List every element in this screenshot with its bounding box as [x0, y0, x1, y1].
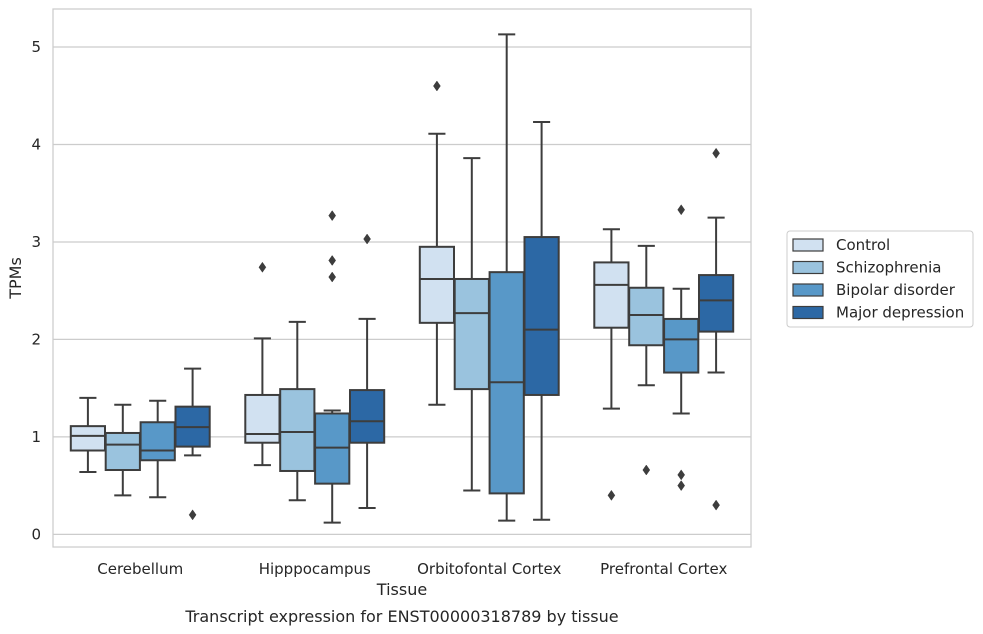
box-group	[174, 367, 211, 521]
box-iqr	[139, 421, 176, 462]
box-iqr	[453, 277, 490, 391]
x-tick-label: Prefrontal Cortex	[600, 560, 727, 578]
box-iqr	[628, 286, 665, 347]
y-tick-label: 4	[31, 135, 41, 153]
box-group	[523, 121, 560, 521]
x-axis-ticks: Cerebellum Hipppocampus Orbitofontal Corte…	[97, 560, 727, 578]
x-tick-label: Orbitofontal Cortex	[417, 560, 561, 578]
box-iqr	[663, 317, 700, 374]
box-iqr	[69, 425, 107, 452]
y-axis-ticks: 0 1 2 3 4 5	[31, 38, 41, 543]
box-group	[314, 210, 351, 524]
box-iqr	[593, 261, 630, 329]
box-group	[418, 80, 456, 406]
box-group	[279, 320, 316, 502]
boxes-layer	[69, 33, 735, 524]
y-tick-label: 3	[31, 233, 41, 251]
y-tick-label: 5	[31, 38, 41, 56]
box-iqr	[104, 431, 141, 472]
legend-label: Major depression	[836, 304, 964, 322]
box-group	[244, 261, 281, 467]
outlier-point	[328, 210, 337, 222]
outlier-point	[328, 255, 337, 266]
outlier-point	[642, 464, 651, 476]
box-group	[104, 403, 141, 497]
outlier-point	[712, 147, 720, 159]
box-iqr	[244, 393, 281, 444]
outlier-point	[363, 233, 371, 245]
outlier-point	[433, 80, 441, 92]
x-tick-label: Hipppocampus	[259, 560, 371, 578]
y-tick-label: 2	[31, 330, 41, 348]
legend-swatch	[792, 238, 824, 252]
outlier-point	[677, 480, 686, 492]
outlier-point	[712, 499, 720, 511]
outlier-point	[258, 261, 267, 273]
box-iqr	[697, 274, 735, 333]
box-group	[628, 244, 665, 476]
box-iqr	[279, 388, 316, 472]
legend-swatch	[792, 305, 824, 320]
x-tick-label: Cerebellum	[97, 560, 183, 578]
legend-frame	[786, 230, 974, 328]
outlier-point	[677, 469, 686, 481]
legend-swatch	[792, 260, 824, 275]
outlier-point	[188, 509, 197, 521]
box-group	[663, 204, 700, 492]
legend-label: Control	[836, 236, 890, 254]
box-iqr	[523, 236, 560, 396]
box-group	[488, 33, 525, 522]
chart-caption: Transcript expression for ENST0000031878…	[184, 607, 618, 626]
box-group	[593, 228, 630, 501]
legend-label: Schizophrenia	[836, 259, 941, 277]
x-axis-label: Tissue	[376, 580, 427, 599]
plot-frame	[52, 8, 752, 548]
box-iqr	[418, 245, 456, 324]
box-group	[697, 147, 735, 511]
legend-swatch	[792, 283, 824, 297]
y-tick-label: 1	[31, 428, 41, 446]
box-group	[69, 396, 107, 473]
box-group	[348, 233, 386, 510]
outlier-point	[607, 489, 616, 501]
outlier-point	[677, 204, 686, 216]
y-axis-label: TPMs	[6, 257, 25, 300]
box-iqr	[348, 389, 386, 444]
y-tick-label: 0	[31, 525, 41, 543]
outlier-point	[328, 271, 337, 283]
legend: Control Schizophrenia Bipolar disorder Majo…	[786, 230, 974, 328]
legend-label: Bipolar disorder	[836, 281, 956, 299]
